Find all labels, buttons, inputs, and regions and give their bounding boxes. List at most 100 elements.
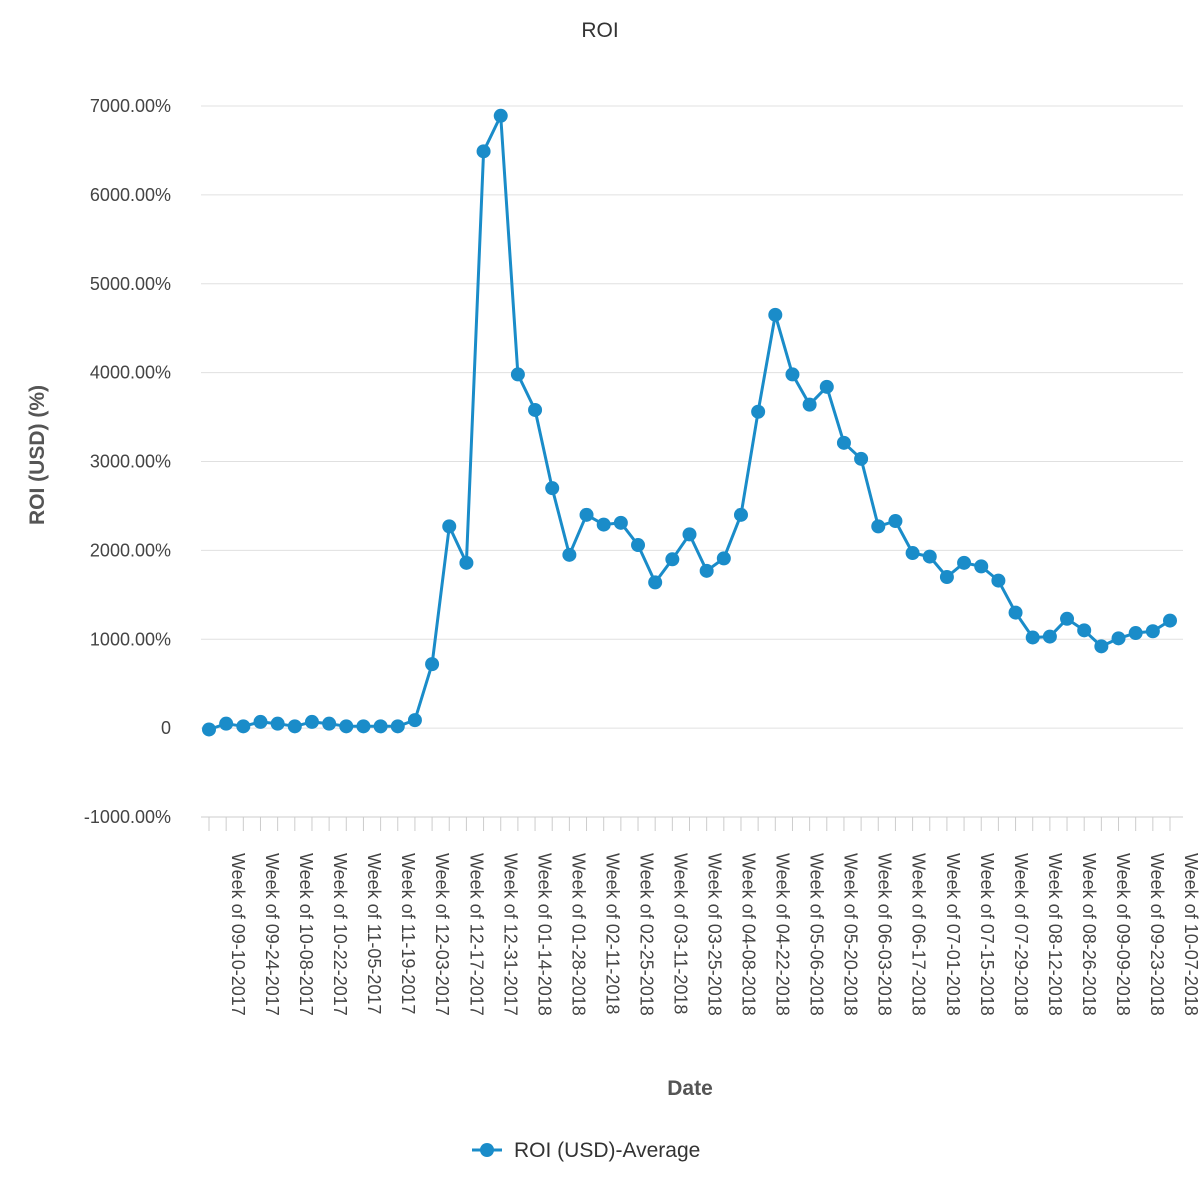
data-point[interactable] — [785, 367, 800, 382]
data-point[interactable] — [699, 563, 714, 578]
data-point[interactable] — [1042, 629, 1057, 644]
x-tick-label: Week of 08-12-2018 — [1045, 853, 1065, 1016]
x-tick-label: Week of 03-25-2018 — [705, 853, 725, 1016]
x-tick-label: Week of 10-08-2017 — [296, 853, 316, 1016]
data-point[interactable] — [682, 527, 697, 542]
data-point[interactable] — [356, 719, 371, 734]
grid-lines — [201, 105, 1183, 729]
x-tick-label: Week of 12-31-2017 — [500, 853, 520, 1016]
data-point[interactable] — [459, 555, 474, 570]
data-point[interactable] — [974, 559, 989, 574]
data-point[interactable] — [957, 555, 972, 570]
data-point[interactable] — [768, 307, 783, 322]
data-point[interactable] — [1008, 605, 1023, 620]
data-point[interactable] — [579, 507, 594, 522]
y-tick-label: 2000.00% — [90, 540, 171, 560]
data-point[interactable] — [476, 144, 491, 159]
x-tick-label: Week of 07-29-2018 — [1011, 853, 1031, 1016]
data-point[interactable] — [939, 570, 954, 585]
data-point[interactable] — [905, 546, 920, 561]
y-axis-title: ROI (USD) (%) — [26, 385, 49, 525]
data-point[interactable] — [991, 573, 1006, 588]
x-tick-label: Week of 04-22-2018 — [773, 853, 793, 1016]
data-point[interactable] — [322, 716, 337, 731]
x-tick-label: Week of 12-03-2017 — [432, 853, 452, 1016]
data-point[interactable] — [528, 402, 543, 417]
data-point[interactable] — [819, 379, 834, 394]
data-point[interactable] — [339, 719, 354, 734]
data-point[interactable] — [1094, 639, 1109, 654]
data-point[interactable] — [1077, 623, 1092, 638]
data-point[interactable] — [1128, 626, 1143, 641]
data-point[interactable] — [390, 719, 405, 734]
chart-title: ROI — [581, 19, 618, 42]
data-point[interactable] — [202, 722, 216, 737]
data-point[interactable] — [1111, 631, 1126, 646]
data-point[interactable] — [631, 538, 646, 553]
data-point[interactable] — [1145, 624, 1160, 639]
data-point[interactable] — [648, 575, 663, 590]
x-tick-label: Week of 06-17-2018 — [909, 853, 929, 1016]
x-tick-label: Week of 08-26-2018 — [1079, 853, 1099, 1016]
x-tick-label: Week of 09-24-2017 — [262, 853, 282, 1016]
x-tick-label: Week of 11-05-2017 — [364, 853, 384, 1014]
data-point[interactable] — [1060, 611, 1075, 626]
series-roi-usd-average — [202, 108, 1177, 737]
data-point[interactable] — [922, 549, 937, 564]
data-point[interactable] — [407, 713, 422, 728]
data-point[interactable] — [493, 108, 508, 123]
x-tick-label: Week of 02-25-2018 — [636, 853, 656, 1016]
data-point[interactable] — [219, 716, 234, 731]
y-axis: -1000.00% 0 1000.00% 2000.00% 3000.00% 4000.0… — [84, 96, 171, 827]
data-point[interactable] — [613, 515, 628, 530]
x-tick-label: Week of 05-06-2018 — [807, 853, 827, 1016]
x-tick-label: Week of 07-01-2018 — [943, 853, 963, 1016]
x-tick-label: Week of 01-28-2018 — [568, 853, 588, 1016]
x-tick-label: Week of 07-15-2018 — [977, 853, 997, 1016]
data-point[interactable] — [888, 514, 903, 529]
data-point[interactable] — [596, 517, 611, 532]
y-tick-label: 4000.00% — [90, 363, 171, 383]
data-point[interactable] — [751, 404, 766, 419]
data-point[interactable] — [510, 367, 525, 382]
data-point[interactable] — [425, 657, 440, 672]
y-tick-label: 5000.00% — [90, 274, 171, 294]
data-point[interactable] — [270, 716, 285, 731]
x-tick-label: Week of 12-17-2017 — [466, 853, 486, 1016]
y-tick-label: -1000.00% — [84, 807, 171, 827]
x-tick-label: Week of 05-20-2018 — [841, 853, 861, 1016]
x-axis: Week of 09-10-2017 Week of 09-24-2017 Week… — [201, 816, 1200, 1016]
data-point[interactable] — [253, 714, 268, 729]
data-point[interactable] — [871, 519, 886, 534]
x-tick-label: Week of 09-09-2018 — [1113, 853, 1133, 1016]
x-tick-label: Week of 04-08-2018 — [739, 853, 759, 1016]
data-point[interactable] — [304, 714, 319, 729]
data-point[interactable] — [665, 552, 680, 567]
data-point[interactable] — [287, 719, 302, 734]
legend-label: ROI (USD)-Average — [514, 1139, 700, 1162]
x-tick-label: Week of 10-22-2017 — [330, 853, 350, 1016]
y-tick-label: 0 — [161, 718, 171, 738]
data-point[interactable] — [854, 451, 869, 466]
data-point[interactable] — [716, 551, 731, 566]
data-point[interactable] — [562, 547, 577, 562]
x-axis-title: Date — [667, 1077, 713, 1100]
y-tick-label: 7000.00% — [90, 96, 171, 116]
data-point[interactable] — [1163, 613, 1177, 628]
data-point[interactable] — [802, 397, 817, 412]
x-tick-label: Week of 06-03-2018 — [875, 853, 895, 1016]
data-point[interactable] — [733, 507, 748, 522]
x-tick-label: Week of 10-07-2018 — [1181, 853, 1200, 1016]
y-tick-label: 3000.00% — [90, 452, 171, 472]
x-tick-label: Week of 02-11-2018 — [602, 853, 622, 1014]
x-tick-label: Week of 01-14-2018 — [534, 853, 554, 1016]
x-tick-label: Week of 03-11-2018 — [670, 853, 690, 1014]
legend[interactable]: ROI (USD)-Average — [472, 1139, 700, 1162]
data-point[interactable] — [836, 435, 851, 450]
data-point[interactable] — [545, 481, 560, 496]
data-point[interactable] — [236, 719, 251, 734]
data-point[interactable] — [1025, 630, 1040, 645]
data-point[interactable] — [373, 719, 388, 734]
data-point[interactable] — [442, 519, 457, 534]
